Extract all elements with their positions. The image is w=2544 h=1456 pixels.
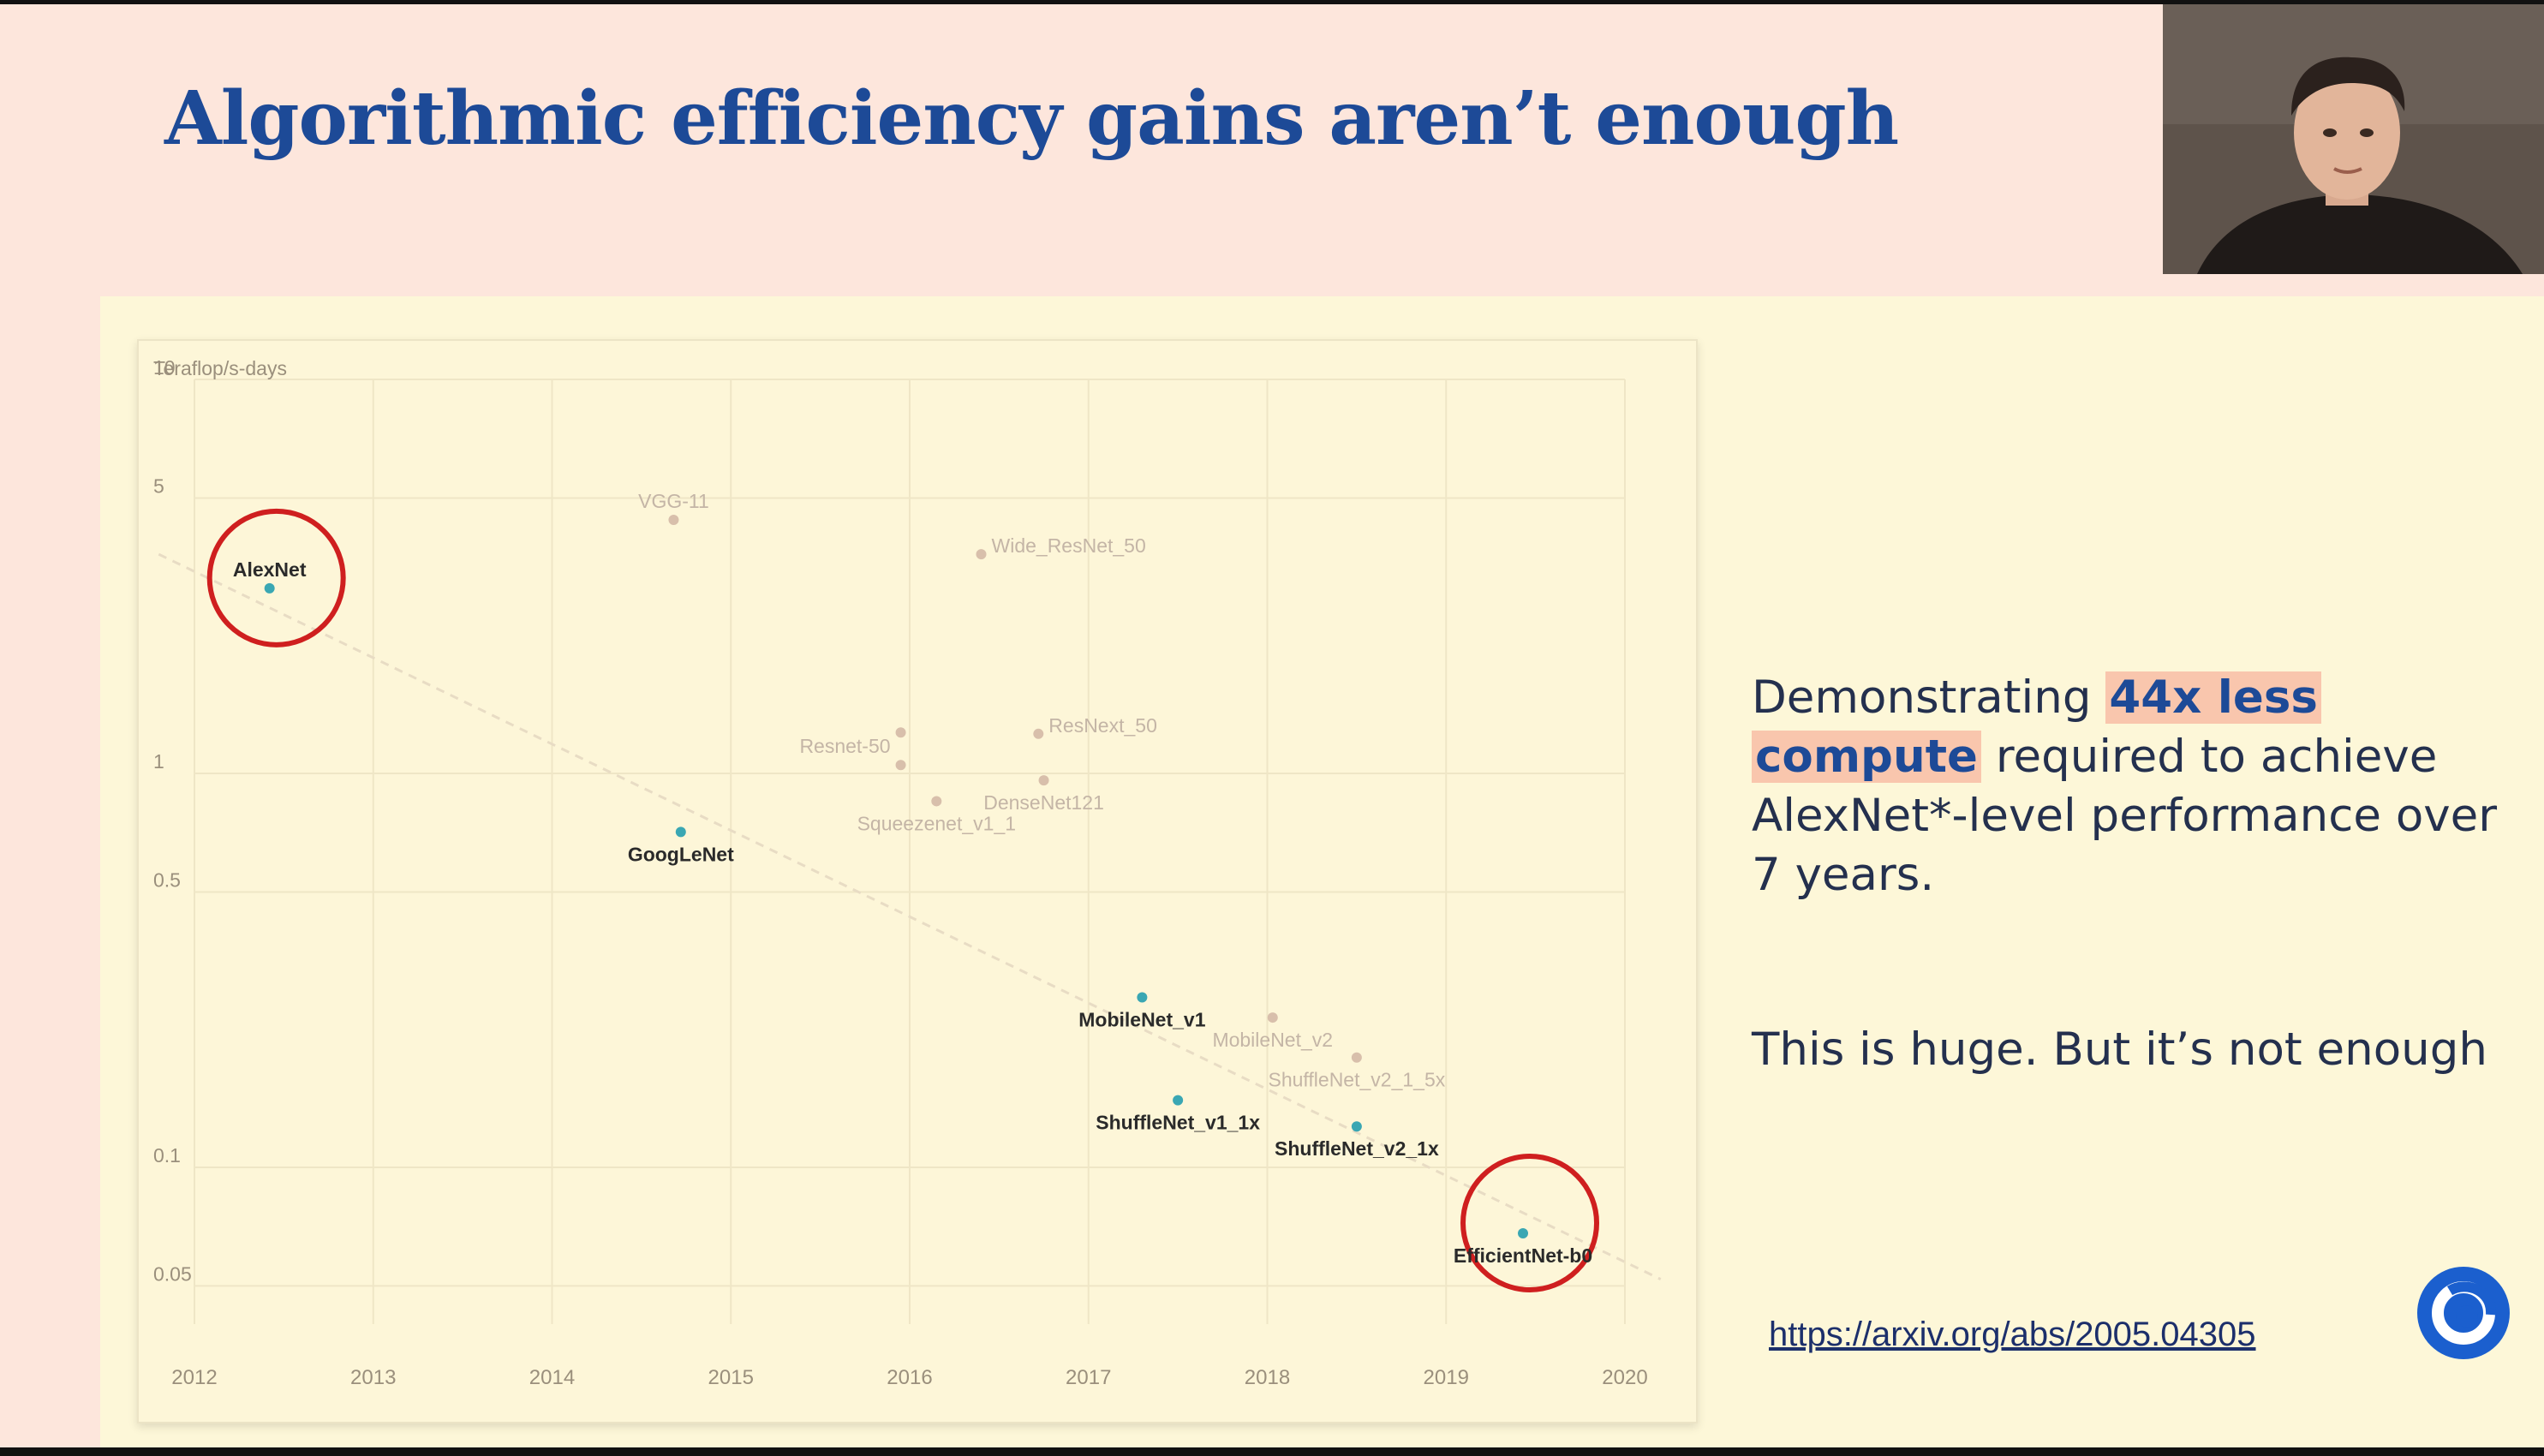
point-label: VGG-11 [638,490,709,512]
y-tick-label: 5 [153,474,164,497]
slide-tagline: This is huge. But it’s not enough [1752,1023,2487,1076]
point-mobilenet-v1 [1137,992,1148,1003]
top-border [0,0,2544,4]
point-label: AlexNet [233,558,307,581]
y-tick-label: 0.1 [153,1144,181,1167]
slide-title: Algorithmic efficiency gains aren’t enou… [164,75,1899,162]
point-label: ShuffleNet_v2_1x [1275,1137,1439,1160]
description-prefix: Demonstrating [1752,671,2106,724]
point-wide-resnet-50 [976,549,987,560]
point-label: ResNext_50 [1048,714,1157,737]
x-tick-label: 2012 [171,1366,217,1389]
point-googlenet [675,826,686,838]
point-resnext-50 [1033,728,1044,739]
point-densenet121 [1038,775,1049,786]
point-label: Wide_ResNet_50 [992,534,1146,557]
point-efficientnet-b0 [1518,1227,1529,1238]
deepmind-logo-icon [2416,1265,2511,1361]
x-tick-label: 2020 [1602,1366,1647,1389]
point-shufflenet-v1-1x [1173,1095,1184,1106]
point-shufflenet-v2-1x [1351,1121,1362,1132]
point-label: ShuffleNet_v2_1_5x [1269,1069,1446,1091]
point-label: DenseNet121 [983,791,1104,814]
trend-line [158,552,1662,1280]
x-tick-label: 2015 [708,1366,754,1389]
point-label: Squeezenet_v1_1 [857,812,1016,834]
y-tick-label: 0.05 [153,1262,192,1285]
bottom-border [0,1447,2544,1456]
x-tick-label: 2016 [887,1366,932,1389]
point-label: ShuffleNet_v1_1x [1096,1112,1260,1134]
y-tick-label: 0.5 [153,868,181,891]
x-tick-label: 2018 [1245,1366,1290,1389]
y-axis-title: Teraflop/s-days [153,357,287,379]
arxiv-link[interactable]: https://arxiv.org/abs/2005.04305 [1769,1316,2256,1353]
point-label: EfficientNet-b0 [1454,1244,1592,1267]
point-label: MobileNet_v1 [1078,1009,1205,1031]
point-unnamed [895,760,906,771]
y-tick-label: 10 [153,356,176,379]
highlight-circle [1460,1153,1600,1292]
point-alexnet [264,582,275,594]
x-tick-label: 2014 [529,1366,575,1389]
point-shufflenet-v2-1-5x [1351,1052,1362,1063]
x-tick-label: 2019 [1424,1366,1469,1389]
highlight-circle [206,508,346,647]
chart-card: 2012 2013 2014 2015 2016 2017 2018 2019 2020 10 5 1… [137,339,1698,1423]
slide-description: Demonstrating 44x less compute required t… [1752,668,2505,904]
description-suffix: required to achieve AlexNet*-level perfo… [1752,731,2498,901]
point-squeezenet-v1-1 [931,796,942,807]
point-label: Resnet-50 [799,735,890,757]
point-label: MobileNet_v2 [1212,1029,1333,1051]
point-mobilenet-v2 [1267,1012,1278,1023]
y-tick-label: 1 [153,750,164,773]
speaker-video-icon [2163,4,2544,274]
highlight-44x-less: 44x less [2105,671,2321,724]
x-tick-label: 2017 [1066,1366,1111,1389]
speaker-webcam [2163,4,2544,274]
compute-scatter-chart: 2012 2013 2014 2015 2016 2017 2018 2019 2020 10 5 1… [153,356,1662,1389]
point-vgg-11 [668,515,679,526]
point-resnet-50 [895,727,906,738]
x-tick-label: 2013 [350,1366,396,1389]
point-label: GoogLeNet [628,843,734,865]
highlight-compute: compute [1752,731,1982,783]
